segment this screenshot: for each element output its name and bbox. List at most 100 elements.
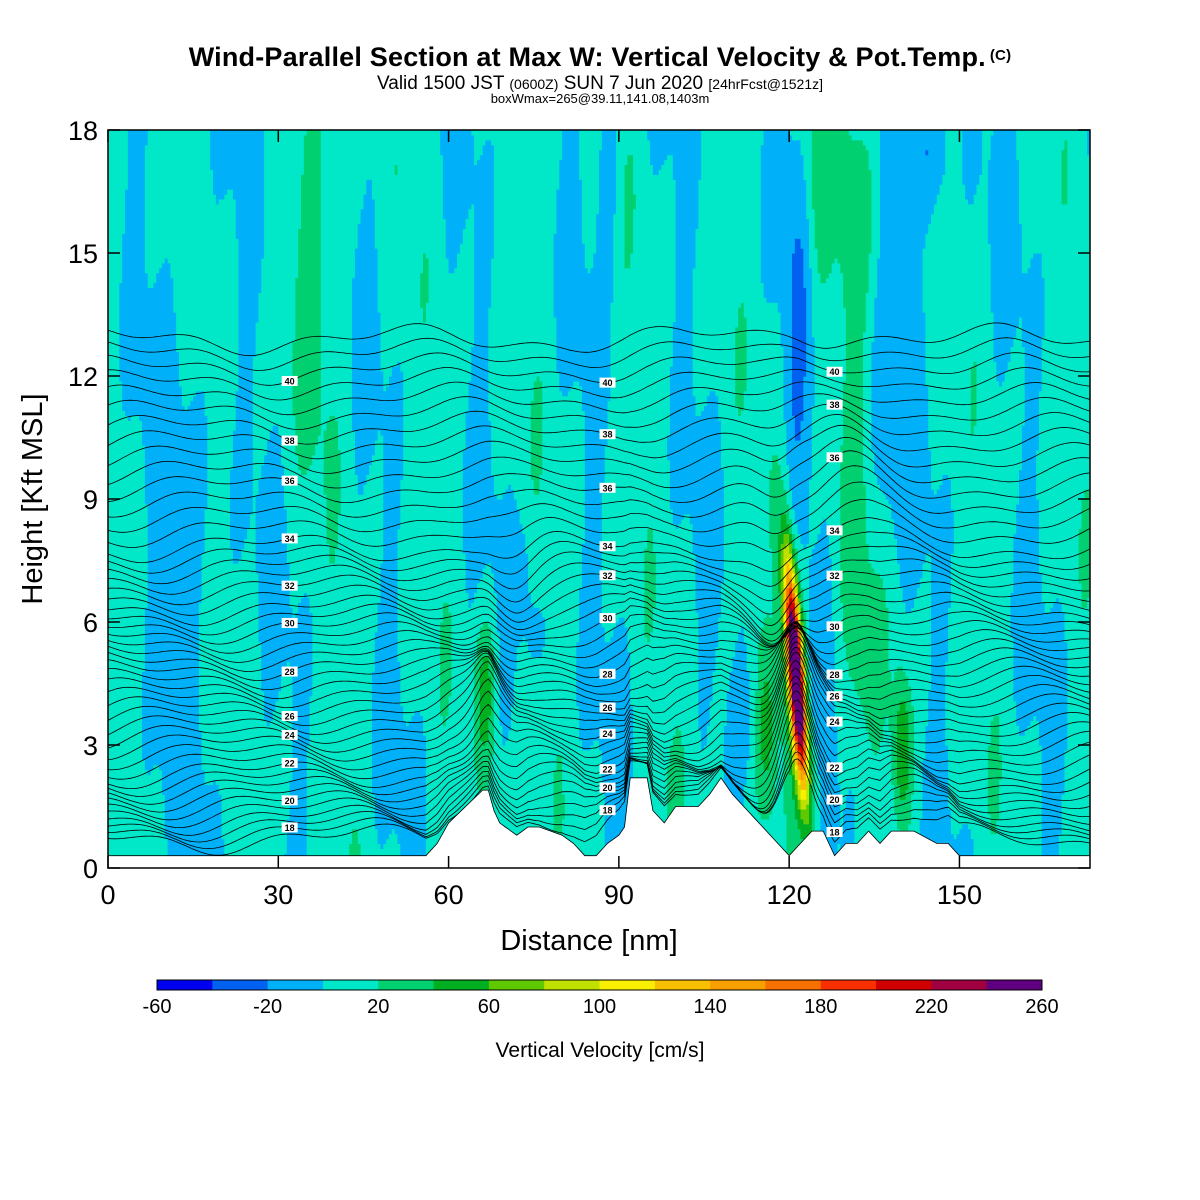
theta-label-30-1: 30 bbox=[603, 614, 613, 624]
theta-label-bg bbox=[281, 729, 298, 740]
theta-label-40-2: 40 bbox=[830, 367, 840, 377]
valid-time: Valid 1500 JST bbox=[376, 73, 505, 94]
theta-label-bg bbox=[826, 794, 843, 805]
theta-label-bg bbox=[826, 366, 843, 377]
theta-contour-15 bbox=[108, 635, 1090, 735]
theta-label-bg bbox=[599, 613, 616, 624]
theta-label-22-1: 22 bbox=[603, 765, 613, 775]
title-text: Wind-Parallel Section at Max W: Vertical… bbox=[188, 42, 986, 72]
theta-label-bg bbox=[826, 716, 843, 727]
theta-contour-47 bbox=[108, 322, 1090, 357]
colorbar-swatch bbox=[710, 980, 766, 990]
colorbar-tick-label: 60 bbox=[478, 996, 500, 1018]
theta-contour-45 bbox=[108, 352, 1090, 386]
theta-contour-21 bbox=[108, 623, 1090, 682]
theta-contour-4 bbox=[108, 720, 1090, 829]
theta-contour-3 bbox=[108, 732, 1090, 836]
theta-label-24-2: 24 bbox=[830, 717, 840, 727]
theta-label-26-2: 26 bbox=[830, 692, 840, 702]
theta-contour-16 bbox=[108, 630, 1090, 726]
theta-label-bg bbox=[826, 525, 843, 536]
theta-contour-12 bbox=[108, 651, 1090, 762]
theta-label-bg bbox=[599, 668, 616, 679]
theta-label-bg bbox=[281, 666, 298, 677]
theta-label-38-0: 38 bbox=[285, 436, 295, 446]
colorbar-swatch bbox=[157, 980, 213, 990]
theta-label-bg bbox=[599, 377, 616, 388]
colorbar-swatch bbox=[212, 980, 269, 990]
theta-contour-41 bbox=[108, 403, 1090, 445]
colorbar-swatch bbox=[765, 980, 822, 990]
theta-label-bg bbox=[826, 570, 843, 581]
theta-label-bg bbox=[826, 669, 843, 680]
colorbar-tick-label: 140 bbox=[693, 996, 726, 1018]
box-max-info: boxWmax=265@39.11,141.08,1403m bbox=[490, 91, 710, 106]
terrain bbox=[108, 777, 1090, 868]
theta-label-bg bbox=[281, 533, 298, 544]
colorbar-swatch bbox=[986, 980, 1043, 990]
theta-contour-26 bbox=[108, 597, 1090, 645]
theta-label-28-1: 28 bbox=[603, 669, 613, 679]
theta-label-36-1: 36 bbox=[603, 483, 613, 493]
theta-label-22-0: 22 bbox=[285, 758, 295, 768]
chart-title: Wind-Parallel Section at Max W: Vertical… bbox=[0, 42, 1200, 73]
theta-contour-43 bbox=[108, 381, 1090, 416]
theta-label-28-0: 28 bbox=[285, 667, 295, 677]
theta-label-36-0: 36 bbox=[285, 476, 295, 486]
theta-label-18-0: 18 bbox=[285, 823, 295, 833]
colorbar-tick-label: 100 bbox=[583, 996, 616, 1018]
theta-label-bg bbox=[281, 375, 298, 386]
theta-label-40-0: 40 bbox=[285, 376, 295, 386]
theta-label-24-1: 24 bbox=[603, 729, 613, 739]
x-tick-label: 0 bbox=[100, 880, 115, 910]
theta-contour-9 bbox=[108, 675, 1090, 790]
theta-contour-18 bbox=[108, 622, 1090, 708]
x-tick-label: 150 bbox=[937, 880, 982, 910]
valid-date: SUN 7 Jun 2020 bbox=[563, 73, 704, 94]
theta-contour-0 bbox=[108, 758, 1090, 856]
theta-label-bg bbox=[281, 580, 298, 591]
colorbar-tick-label: -20 bbox=[253, 996, 282, 1018]
theta-contour-25 bbox=[108, 605, 1090, 647]
theta-label-34-0: 34 bbox=[285, 534, 295, 544]
theta-contour-36 bbox=[108, 465, 1090, 518]
vertical-velocity-field bbox=[108, 130, 1090, 868]
theta-label-20-0: 20 bbox=[285, 796, 295, 806]
theta-label-bg bbox=[599, 728, 616, 739]
colorbar-frame bbox=[156, 979, 1043, 991]
theta-label-32-2: 32 bbox=[830, 571, 840, 581]
y-tick-label: 3 bbox=[83, 731, 98, 761]
theta-label-18-2: 18 bbox=[830, 828, 840, 838]
theta-label-bg bbox=[826, 621, 843, 632]
theta-contour-10 bbox=[108, 668, 1090, 780]
y-axis-title: Height [Kft MSL] bbox=[17, 393, 49, 604]
theta-label-18-1: 18 bbox=[603, 806, 613, 816]
colorbar-tick-label: 20 bbox=[367, 996, 389, 1018]
theta-contour-7 bbox=[108, 690, 1090, 805]
theta-contour-40 bbox=[108, 414, 1090, 460]
theta-contour-20 bbox=[108, 621, 1090, 690]
colorbar-swatch bbox=[654, 980, 711, 990]
theta-label-22-2: 22 bbox=[830, 763, 840, 773]
theta-contour-27 bbox=[108, 591, 1090, 642]
theta-label-bg bbox=[826, 452, 843, 463]
theta-label-34-1: 34 bbox=[603, 542, 613, 552]
theta-contour-22 bbox=[108, 625, 1090, 672]
y-tick-label: 6 bbox=[83, 608, 98, 638]
colorbar-tick-label: -60 bbox=[143, 996, 172, 1018]
x-tick-label: 90 bbox=[604, 880, 634, 910]
colorbar-swatch bbox=[267, 980, 324, 990]
theta-label-30-2: 30 bbox=[830, 622, 840, 632]
theta-label-38-1: 38 bbox=[603, 430, 613, 440]
y-tick-label: 15 bbox=[68, 239, 98, 269]
theta-label-20-1: 20 bbox=[603, 783, 613, 793]
theta-contour-35 bbox=[108, 481, 1090, 535]
colorbar: -60 -20 20 60 100 140 180 220 260 Vertical Veloci… bbox=[143, 979, 1059, 1062]
theta-contour-14 bbox=[108, 641, 1090, 744]
theta-label-24-0: 24 bbox=[285, 730, 295, 740]
theta-label-bg bbox=[599, 541, 616, 552]
theta-contour-8 bbox=[108, 682, 1090, 797]
y-tick-label: 18 bbox=[68, 116, 98, 146]
theta-contour-5 bbox=[108, 709, 1090, 821]
